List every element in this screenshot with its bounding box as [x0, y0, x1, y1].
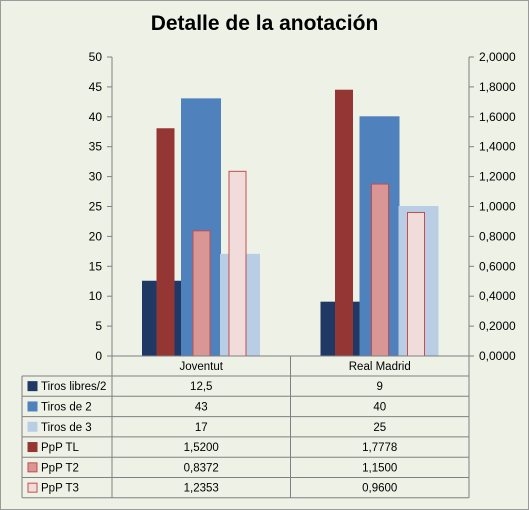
- table-value-cell: 9: [377, 381, 383, 393]
- legend-series-name: PpP T3: [41, 483, 79, 495]
- y-right-tick-label: 2,0000: [479, 50, 516, 64]
- legend-swatch: [27, 442, 38, 453]
- y-right-tick-label: 0,6000: [479, 259, 516, 273]
- table-value-cell: 0,9600: [362, 483, 397, 495]
- table-value-cell: 12,5: [190, 381, 212, 393]
- y-right-tick-label: 0,2000: [479, 319, 516, 333]
- y-right-tick-label: 0,8000: [479, 229, 516, 243]
- legend-swatch: [27, 401, 38, 412]
- y-left-tick-label: 5: [95, 319, 102, 333]
- legend-swatch: [27, 482, 38, 493]
- table-value-cell: 0,8372: [184, 462, 219, 474]
- legend-swatch: [27, 462, 38, 473]
- y-left-tick-label: 50: [89, 50, 103, 64]
- table-value-cell: 25: [373, 422, 386, 434]
- bar: [156, 128, 175, 357]
- table-value-cell: 1,7778: [362, 442, 397, 454]
- legend-swatch: [27, 421, 38, 432]
- y-left-tick-label: 0: [95, 349, 102, 363]
- bar: [192, 230, 211, 357]
- y-right-tick-label: 1,8000: [479, 80, 516, 94]
- y-left-tick-label: 45: [89, 80, 103, 94]
- y-right-tick-label: 1,4000: [479, 140, 516, 154]
- y-right-tick-label: 0,0000: [479, 349, 516, 363]
- y-right-tick-label: 0,4000: [479, 289, 516, 303]
- y-right-tick-label: 1,6000: [479, 110, 516, 124]
- y-left-tick-label: 35: [89, 140, 103, 154]
- legend-series-name: Tiros de 2: [41, 401, 92, 413]
- table-value-cell: 1,2353: [184, 483, 219, 495]
- y-right-tick-label: 1,0000: [479, 200, 516, 214]
- y-left-tick-label: 25: [89, 200, 103, 214]
- legend-swatch: [27, 381, 38, 392]
- legend-series-name: Tiros de 3: [41, 422, 92, 434]
- table-header-category: Joventut: [180, 361, 224, 373]
- table-header-category: Real Madrid: [349, 361, 411, 373]
- y-left-tick-label: 30: [89, 170, 103, 184]
- table-value-cell: 17: [195, 422, 208, 434]
- chart-title: Detalle de la anotación: [150, 12, 379, 35]
- y-left-tick-label: 10: [89, 289, 103, 303]
- y-left-tick-label: 20: [89, 229, 103, 243]
- table-value-cell: 1,5200: [184, 442, 219, 454]
- legend-series-name: PpP TL: [41, 442, 80, 454]
- bar: [371, 183, 389, 357]
- legend-series-name: PpP T2: [41, 462, 79, 474]
- y-left-tick-label: 15: [89, 259, 103, 273]
- table-value-cell: 40: [373, 401, 386, 413]
- bar: [407, 211, 425, 357]
- y-right-tick-label: 1,2000: [479, 170, 516, 184]
- bar: [228, 170, 247, 357]
- legend-series-name: Tiros libres/2: [41, 381, 106, 393]
- table-value-cell: 1,1500: [362, 462, 397, 474]
- y-left-tick-label: 40: [89, 110, 103, 124]
- bar: [335, 89, 353, 357]
- table-value-cell: 43: [195, 401, 208, 413]
